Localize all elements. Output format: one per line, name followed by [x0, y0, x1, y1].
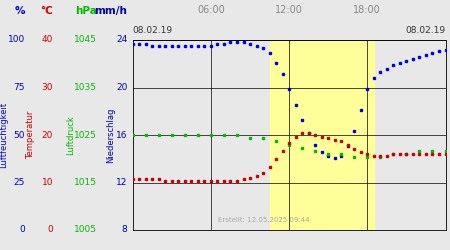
Text: °C: °C [40, 6, 53, 16]
Text: 1035: 1035 [74, 83, 97, 92]
Text: 1015: 1015 [74, 178, 97, 187]
Text: %: % [14, 6, 25, 16]
Text: 06:00: 06:00 [197, 5, 225, 15]
Text: 1005: 1005 [74, 226, 97, 234]
Text: 08.02.19: 08.02.19 [133, 26, 173, 35]
Bar [270, 40, 374, 230]
Text: 18:00: 18:00 [353, 5, 381, 15]
Text: 12: 12 [116, 178, 127, 187]
Text: 100: 100 [8, 36, 25, 44]
Text: Luftdruck: Luftdruck [67, 115, 76, 155]
Text: 75: 75 [13, 83, 25, 92]
Text: hPa: hPa [75, 6, 97, 16]
Text: 20: 20 [42, 130, 53, 140]
Text: 8: 8 [122, 226, 127, 234]
Text: 16: 16 [116, 130, 127, 140]
Text: 20: 20 [116, 83, 127, 92]
Text: 0: 0 [47, 226, 53, 234]
Text: Luftfeuchtigkeit: Luftfeuchtigkeit [0, 102, 8, 168]
Text: 25: 25 [14, 178, 25, 187]
Text: 40: 40 [42, 36, 53, 44]
Text: 50: 50 [13, 130, 25, 140]
Text: 1025: 1025 [74, 130, 97, 140]
Text: 10: 10 [41, 178, 53, 187]
Text: 08.02.19: 08.02.19 [405, 26, 446, 35]
Text: mm/h: mm/h [94, 6, 127, 16]
Text: Erstellt: 12.05.2025 09:44: Erstellt: 12.05.2025 09:44 [218, 216, 310, 222]
Text: 1045: 1045 [74, 36, 97, 44]
Text: 30: 30 [41, 83, 53, 92]
Text: Niederschlag: Niederschlag [106, 107, 115, 163]
Text: Temperatur: Temperatur [26, 111, 35, 159]
Text: 24: 24 [116, 36, 127, 44]
Text: 0: 0 [19, 226, 25, 234]
Text: 12:00: 12:00 [275, 5, 303, 15]
